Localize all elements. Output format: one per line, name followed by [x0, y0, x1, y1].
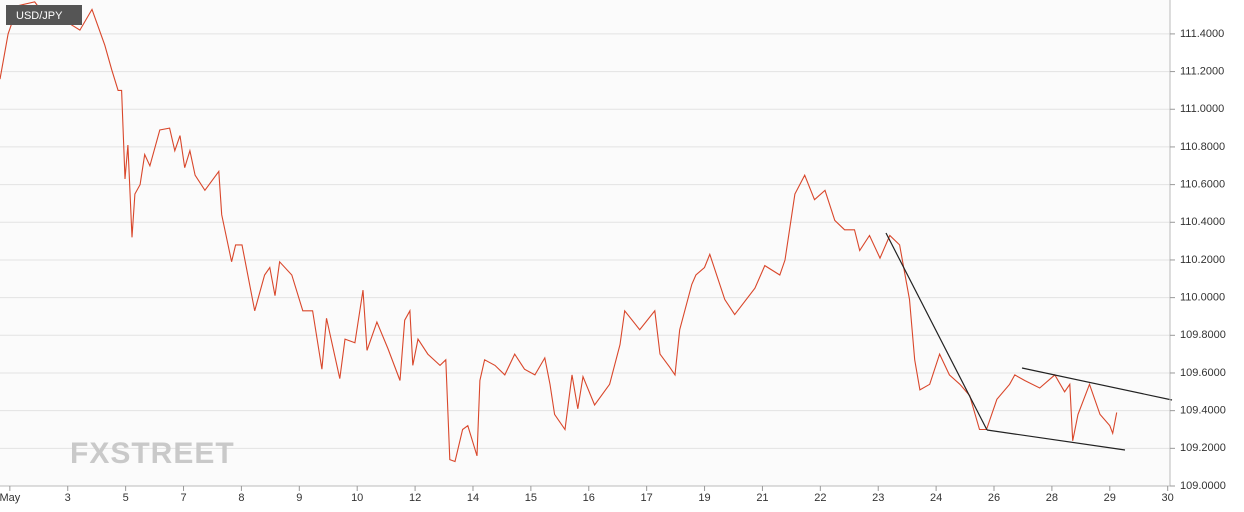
- x-tick-label: 30: [1162, 492, 1174, 504]
- x-tick-label: 21: [756, 492, 768, 504]
- trend-line: [1021, 367, 1173, 401]
- x-tick-label: 26: [988, 492, 1000, 504]
- y-tick-label: 109.8000: [1180, 329, 1226, 341]
- x-tick-label: 9: [296, 492, 302, 504]
- y-tick-label: 111.0000: [1180, 103, 1224, 115]
- grid: [0, 33, 1170, 487]
- x-tick-label: 24: [930, 492, 942, 504]
- x-tick-label: 5: [123, 492, 129, 504]
- y-tick-label: 110.0000: [1180, 292, 1225, 304]
- x-tick-label: 19: [698, 492, 710, 504]
- x-tick-label: 12: [409, 492, 421, 504]
- y-tick-label: 109.4000: [1180, 405, 1226, 417]
- trend-line: [885, 232, 988, 431]
- y-tick-label: 110.8000: [1180, 141, 1225, 153]
- plot-area: [0, 0, 1170, 486]
- x-tick-label: 17: [641, 492, 653, 504]
- x-tick-label: 23: [872, 492, 884, 504]
- y-tick-label: 109.2000: [1180, 442, 1226, 454]
- x-tick-label: 14: [467, 492, 479, 504]
- y-tick-label: 110.4000: [1180, 216, 1225, 228]
- title-box: [6, 5, 82, 25]
- y-tick-label: 110.2000: [1180, 254, 1225, 266]
- price-line: [0, 1, 1118, 463]
- y-tick-label: 111.4000: [1180, 28, 1224, 40]
- x-tick-label: May: [0, 492, 21, 504]
- y-tick-label: 111.2000: [1180, 65, 1224, 77]
- watermark: FXSTREET: [70, 437, 235, 470]
- chart-title: USD/JPY: [16, 10, 63, 22]
- x-tick-label: 16: [583, 492, 595, 504]
- y-tick-label: 109.6000: [1180, 367, 1226, 379]
- x-tick-label: 28: [1046, 492, 1058, 504]
- y-tick-label: 110.6000: [1180, 179, 1225, 191]
- x-tick-label: 8: [238, 492, 244, 504]
- y-tick-label: 109.0000: [1180, 480, 1226, 492]
- x-tick-label: 22: [814, 492, 826, 504]
- x-tick-label: 29: [1104, 492, 1116, 504]
- x-tick-label: 10: [351, 492, 363, 504]
- trend-lines: [885, 232, 1173, 451]
- x-tick-label: 15: [525, 492, 537, 504]
- plot: [0, 1, 1118, 463]
- x-tick-label: 3: [65, 492, 71, 504]
- x-tick-label: 7: [180, 492, 186, 504]
- trend-line: [986, 429, 1126, 451]
